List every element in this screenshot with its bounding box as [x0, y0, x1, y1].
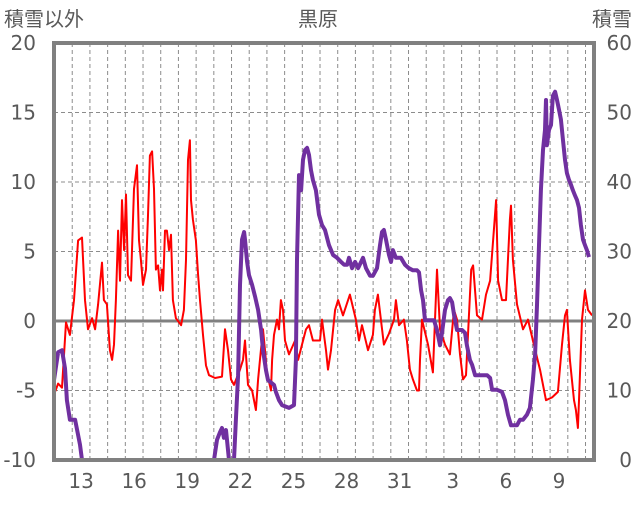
left-axis-title: 積雪以外 — [4, 7, 84, 31]
left-tick-label: 5 — [23, 240, 36, 264]
right-tick-label: 10 — [607, 379, 632, 403]
right-tick-label: 30 — [607, 240, 632, 264]
right-axis-title: 積雪 — [592, 7, 632, 31]
x-tick-label: 31 — [387, 469, 412, 493]
x-tick-label: 25 — [281, 469, 306, 493]
right-tick-label: 20 — [607, 309, 632, 333]
x-tick-label: 13 — [68, 469, 93, 493]
x-tick-label: 3 — [446, 469, 459, 493]
series-line-other — [53, 139, 593, 429]
left-tick-label: 10 — [11, 170, 36, 194]
series-line-snow — [52, 89, 591, 462]
x-tick-label: 16 — [121, 469, 146, 493]
x-tick-label: 28 — [334, 469, 359, 493]
x-tick-label: 19 — [175, 469, 200, 493]
x-tick-label: 22 — [228, 469, 253, 493]
left-tick-label: -10 — [3, 448, 36, 472]
series-group — [52, 89, 593, 462]
chart-title: 黒原 — [298, 7, 338, 31]
x-tick-label: 9 — [553, 469, 566, 493]
plot-border — [52, 41, 596, 462]
right-tick-label: 40 — [607, 170, 632, 194]
right-tick-label: 50 — [607, 101, 632, 125]
gridlines — [54, 43, 594, 460]
right-tick-label: 0 — [619, 448, 632, 472]
left-tick-label: 0 — [23, 309, 36, 333]
x-tick-label: 6 — [499, 469, 512, 493]
left-tick-label: 15 — [11, 101, 36, 125]
left-tick-label: 20 — [11, 31, 36, 55]
right-tick-label: 60 — [607, 31, 632, 55]
left-tick-label: -5 — [16, 379, 36, 403]
